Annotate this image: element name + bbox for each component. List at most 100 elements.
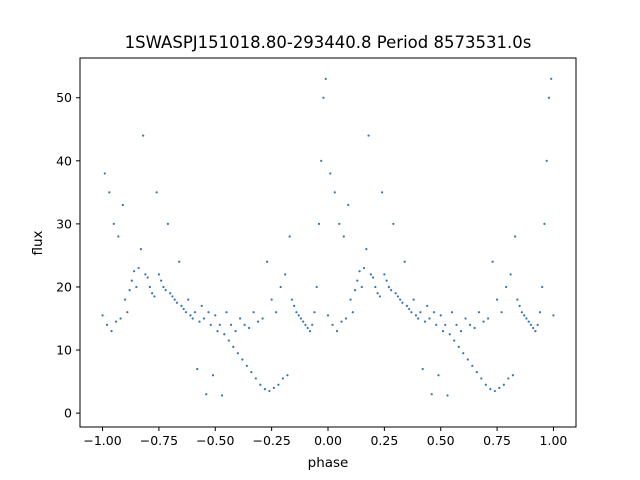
- data-point: [338, 222, 341, 225]
- data-point: [371, 276, 375, 279]
- data-point: [135, 285, 138, 289]
- data-point: [304, 323, 307, 326]
- data-point: [329, 172, 332, 175]
- data-point: [277, 383, 280, 386]
- data-point: [326, 314, 330, 317]
- x-tick-label: 0.00: [314, 433, 342, 448]
- data-point: [155, 191, 158, 194]
- data-point: [198, 320, 201, 323]
- x-tick-label: −0.25: [252, 433, 290, 448]
- data-point: [466, 358, 469, 361]
- data-point: [254, 377, 257, 380]
- data-point: [205, 393, 208, 396]
- data-point: [182, 307, 185, 311]
- data-point: [401, 301, 404, 304]
- data-point: [437, 374, 440, 377]
- data-point: [417, 317, 420, 320]
- data-point: [367, 134, 370, 137]
- data-point: [464, 317, 467, 320]
- data-point: [218, 323, 221, 326]
- data-point: [160, 279, 163, 282]
- data-point: [423, 320, 427, 323]
- data-point: [500, 311, 503, 314]
- data-point: [243, 323, 246, 326]
- data-point: [514, 235, 517, 238]
- data-point: [180, 304, 183, 307]
- data-point: [356, 279, 359, 282]
- data-point: [241, 358, 244, 361]
- data-point: [112, 222, 115, 225]
- data-point: [390, 289, 393, 292]
- y-tick-label: 40: [56, 153, 72, 168]
- data-point: [491, 260, 494, 263]
- data-point: [299, 317, 303, 320]
- data-point: [457, 345, 460, 348]
- data-point: [428, 317, 431, 320]
- data-point: [358, 270, 361, 273]
- data-point: [252, 311, 255, 314]
- data-point: [169, 292, 172, 295]
- data-point: [139, 248, 142, 251]
- data-point: [216, 330, 219, 333]
- data-point: [543, 222, 546, 225]
- data-point: [121, 203, 124, 207]
- data-point: [552, 314, 555, 317]
- data-point: [516, 298, 519, 301]
- data-point: [162, 285, 165, 289]
- x-tick-label: 0.50: [427, 433, 455, 448]
- data-point: [378, 295, 381, 298]
- data-point: [259, 383, 262, 386]
- data-point: [311, 323, 314, 326]
- data-point: [410, 311, 413, 314]
- data-point: [288, 235, 291, 238]
- y-tick-label: 30: [56, 216, 72, 231]
- data-point: [175, 301, 179, 304]
- x-axis-label: phase: [308, 455, 349, 471]
- data-point: [234, 330, 237, 333]
- data-point: [229, 323, 233, 326]
- data-point: [157, 273, 161, 276]
- data-point: [331, 323, 334, 326]
- data-point: [193, 311, 197, 314]
- data-point: [550, 77, 553, 80]
- data-point: [166, 222, 170, 225]
- data-point: [103, 172, 106, 175]
- data-point: [320, 159, 323, 162]
- data-point: [290, 298, 294, 301]
- data-point: [498, 386, 501, 389]
- data-point: [455, 323, 458, 326]
- x-tick-label: −0.75: [140, 433, 178, 448]
- data-point: [444, 323, 447, 326]
- data-point: [236, 352, 239, 355]
- y-tick-label: 0: [64, 406, 72, 421]
- data-point: [435, 323, 438, 326]
- data-point: [148, 285, 151, 289]
- x-tick-label: 0.75: [483, 433, 511, 448]
- data-point: [495, 298, 499, 301]
- data-point: [117, 235, 120, 238]
- data-point: [137, 266, 140, 270]
- data-point: [284, 273, 287, 276]
- data-point: [353, 289, 357, 292]
- data-point: [333, 191, 336, 194]
- data-point: [432, 311, 436, 314]
- y-tick-label: 50: [56, 90, 72, 105]
- data-point: [227, 339, 230, 342]
- data-point: [414, 314, 418, 317]
- data-point: [394, 292, 397, 295]
- data-point: [505, 285, 508, 289]
- data-point: [448, 333, 451, 336]
- data-point: [275, 311, 278, 314]
- data-point: [324, 77, 327, 80]
- data-point: [272, 386, 275, 389]
- data-point: [126, 311, 129, 314]
- data-point: [279, 285, 282, 289]
- data-point: [525, 317, 528, 320]
- data-point: [480, 377, 483, 380]
- data-point: [130, 279, 133, 282]
- data-point: [399, 298, 402, 301]
- data-point: [511, 374, 514, 377]
- data-point: [523, 314, 526, 317]
- data-point: [184, 311, 188, 314]
